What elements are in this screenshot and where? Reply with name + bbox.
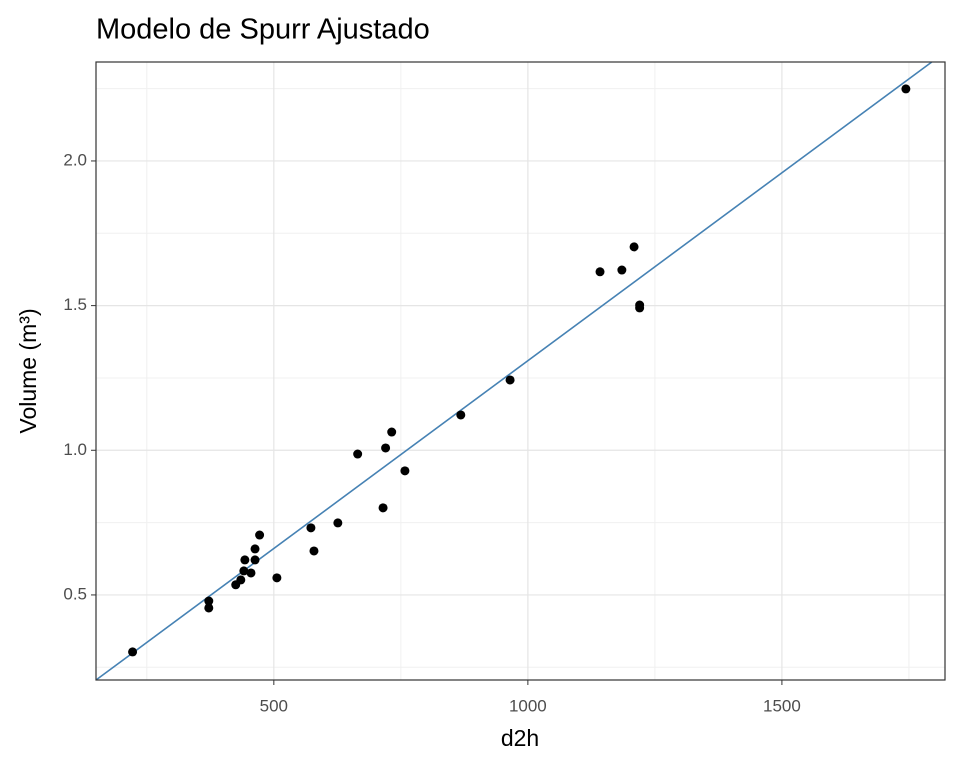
- point: [306, 523, 316, 533]
- point: [595, 267, 605, 277]
- point: [456, 410, 466, 420]
- y-tick-label: 2.0: [63, 150, 87, 169]
- point: [400, 466, 410, 476]
- point: [629, 242, 639, 252]
- point: [236, 575, 246, 585]
- y-tick-label: 1.0: [63, 440, 87, 459]
- point: [250, 544, 260, 554]
- y-tick-label: 1.5: [63, 295, 87, 314]
- panel-border: [95, 61, 946, 681]
- point: [272, 573, 282, 583]
- point: [353, 449, 363, 459]
- point: [239, 566, 249, 576]
- point: [128, 647, 138, 657]
- point: [250, 555, 260, 565]
- x-tick-label: 1000: [509, 696, 547, 715]
- y-axis-title: Volume (m³): [15, 308, 41, 433]
- point: [309, 546, 319, 556]
- point: [333, 518, 343, 528]
- x-axis-title: d2h: [501, 725, 539, 751]
- chart-title: Modelo de Spurr Ajustado: [96, 14, 430, 46]
- x-tick-label: 1500: [763, 696, 801, 715]
- point: [378, 503, 388, 513]
- point: [387, 427, 397, 437]
- point: [204, 603, 214, 613]
- point: [381, 443, 391, 453]
- x-tick-label: 500: [260, 696, 288, 715]
- point: [635, 303, 645, 313]
- point: [505, 375, 515, 385]
- point: [255, 530, 265, 540]
- y-tick-label: 0.5: [63, 584, 87, 603]
- fit-line: [95, 61, 933, 681]
- point: [901, 84, 911, 94]
- point: [240, 555, 250, 565]
- point: [204, 596, 214, 606]
- point: [617, 265, 627, 275]
- point: [246, 568, 256, 578]
